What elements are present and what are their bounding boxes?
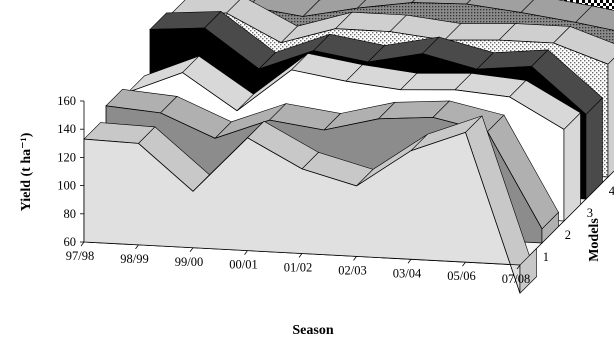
x-tick-label: 99/00 — [175, 255, 203, 269]
x-tick-mark — [298, 253, 303, 258]
y-tick-label: 100 — [57, 179, 76, 193]
x-tick-label: 03/04 — [393, 266, 422, 280]
x-tick-label: 02/03 — [338, 263, 366, 277]
x-tick-mark — [462, 261, 466, 267]
depth-axis: 1234567 — [543, 184, 614, 264]
x-tick-label: 05/06 — [447, 269, 475, 283]
y-axis-title: Yield (t ha⁻¹) — [19, 132, 34, 211]
x-axis-title: Season — [292, 323, 333, 338]
x-tick-mark — [516, 264, 521, 270]
depth-tick-label: 4 — [609, 184, 614, 198]
series-1 — [83, 115, 537, 294]
x-tick-label: 00/01 — [229, 258, 257, 272]
depth-tick-label: 1 — [543, 250, 549, 264]
y-axis: 60 80 100 120 140 160 — [57, 94, 85, 249]
y-tick-label: 120 — [57, 150, 76, 164]
x-tick-mark — [244, 250, 248, 255]
y-tick-label: 80 — [64, 207, 77, 221]
x-tick-label: 01/02 — [284, 261, 312, 275]
depth-tick-label: 3 — [587, 206, 593, 220]
x-tick-mark — [80, 241, 85, 247]
y-tick-label: 160 — [57, 94, 76, 108]
y-tick-label: 140 — [57, 122, 76, 136]
x-tick-label: 07/08 — [502, 272, 530, 286]
x-axis: 97/98 98/99 99/00 00/01 01/02 02/03 03/04 05/06… — [66, 241, 530, 286]
depth-tick-label: 2 — [565, 228, 571, 242]
x-tick-mark — [353, 256, 357, 261]
series-layers — [83, 0, 614, 294]
x-tick-mark — [189, 247, 194, 252]
x-tick-label: 97/98 — [66, 249, 94, 263]
y-tick-label: 60 — [64, 235, 77, 249]
x-tick-label: 98/99 — [120, 252, 148, 266]
x-tick-mark — [407, 259, 412, 264]
depth-axis-title: Models — [587, 218, 602, 262]
x-tick-mark — [135, 244, 139, 250]
